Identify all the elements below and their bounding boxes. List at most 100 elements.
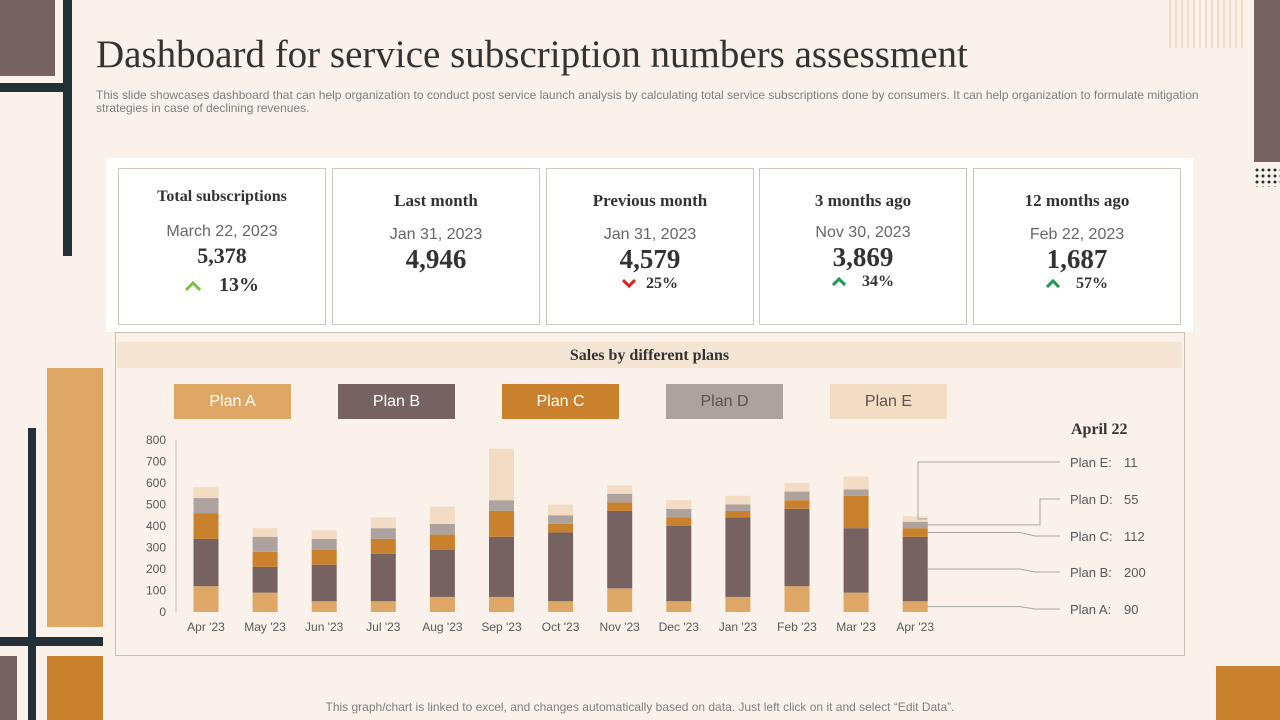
x-tick-label: Jan '23 [719,620,758,634]
kpi-value: 4,946 [405,244,467,274]
x-tick-label: Mar '23 [836,620,876,634]
x-tick-label: Apr '23 [896,620,934,634]
bar-plan-d-5 [489,500,514,511]
bar-plan-c-11 [843,495,869,529]
y-tick-label: 300 [146,541,166,555]
bar-plan-c-8 [666,517,692,526]
bar-plan-d-8 [666,508,692,518]
bar-plan-e-11 [843,476,869,490]
bar-plan-a-3 [370,601,396,612]
bar-plan-d-12 [902,521,928,529]
annotation-value: 90 [1124,602,1138,617]
bar-plan-e-5 [489,448,514,501]
bar-plan-d-7 [607,493,633,503]
kpi-title: 12 months ago [1024,191,1130,210]
deco-block-left-tan [47,368,103,627]
x-tick-label: Apr '23 [187,620,225,634]
annotation-leader-line [927,498,1060,526]
x-tick-label: Jul '23 [366,620,401,634]
deco-block-topleft [0,0,55,76]
x-tick-label: Nov '23 [600,620,641,634]
bar-plan-b-12 [902,536,928,602]
bar-plan-c-7 [607,502,633,511]
chart-panel [115,332,1185,656]
footnote: This graph/chart is linked to excel, and… [325,700,955,714]
x-tick-label: Oct '23 [542,620,580,634]
deco-block-bottomleft [0,656,17,720]
bar-plan-b-4 [429,549,455,597]
annotation-value: 112 [1124,529,1145,544]
annotation-title: April 22 [1071,421,1127,438]
kpi-change: 34% [862,273,894,290]
kpi-card-last-month: Last month Jan 31, 2023 4,946 [332,168,540,325]
bar-plan-c-9 [725,510,751,518]
bar-plan-a-4 [429,596,455,612]
legend-plan-a: Plan A [174,384,291,419]
kpi-card-12-months-ago: 12 months ago Feb 22, 2023 1,687 57% [973,168,1181,325]
bar-plan-a-0 [193,586,219,612]
kpi-title: Total subscriptions [157,188,287,205]
bar-plan-a-2 [311,601,337,612]
bar-plan-c-5 [489,510,514,537]
annotation-value: 200 [1124,565,1146,580]
bar-plan-c-2 [311,549,337,565]
kpi-value: 4,579 [619,244,681,274]
y-tick-label: 200 [146,562,166,576]
bar-plan-b-9 [725,517,751,597]
bar-plan-e-7 [607,485,633,494]
y-tick-label: 600 [146,476,166,490]
bar-plan-c-4 [429,534,455,550]
kpi-date: March 22, 2023 [166,223,278,240]
bar-plan-e-12 [902,516,928,522]
annotation-label: Plan D: [1070,492,1113,507]
bar-plan-a-11 [843,592,869,612]
kpi-value: 1,687 [1046,244,1108,274]
trend-up-icon [1045,278,1061,289]
bar-plan-b-5 [489,536,514,597]
bar-plan-d-0 [193,498,219,514]
deco-bar-horizontal-bottom [0,637,103,646]
x-tick-label: Feb '23 [777,620,817,634]
bar-plan-a-7 [607,588,633,612]
kpi-card-3-months-ago: 3 months ago Nov 30, 2023 3,869 34% [759,168,967,325]
x-tick-label: Jun '23 [305,620,344,634]
deco-dots-right [1254,167,1280,187]
bar-plan-c-12 [902,528,928,537]
bar-plan-b-3 [370,553,396,602]
bar-plan-b-1 [252,566,278,593]
legend-plan-b: Plan B [338,384,455,419]
bar-plan-e-4 [429,506,455,524]
bar-plan-e-2 [311,530,337,539]
bar-plan-a-1 [252,592,278,612]
bar-plan-d-10 [784,491,810,501]
bar-plan-e-10 [784,483,810,492]
bar-plan-b-11 [843,528,869,593]
annotation-value: 11 [1124,455,1138,470]
kpi-title: 3 months ago [814,191,912,210]
bar-plan-e-8 [666,500,692,509]
bar-plan-a-10 [784,586,810,612]
deco-block-bottom-orange [47,656,103,720]
legend-plan-d: Plan D [666,384,783,419]
kpi-card-total: Total subscriptions March 22, 2023 5,378… [118,168,326,325]
deco-bar-vertical-bottom [28,428,36,720]
bar-plan-c-6 [548,523,574,533]
bar-plan-c-1 [252,551,278,567]
bar-plan-a-5 [489,596,514,612]
bar-plan-b-8 [666,526,692,602]
annotation-label: Plan E: [1070,455,1112,470]
chart-header: Sales by different plans [117,342,1182,368]
kpi-date: Feb 22, 2023 [1029,226,1125,243]
bar-plan-c-10 [784,500,810,509]
bar-plan-a-12 [902,601,928,612]
kpi-date: Jan 31, 2023 [389,226,483,243]
deco-block-right [1254,0,1280,162]
x-tick-label: Sep '23 [481,620,522,634]
bar-plan-b-7 [607,510,633,589]
annotation-leader-line [927,568,1060,573]
kpi-panel: Total subscriptions March 22, 2023 5,378… [106,158,1193,332]
y-tick-label: 800 [146,433,166,447]
annotation-value: 55 [1124,492,1138,507]
trend-up-icon [831,276,847,287]
annotation-leader-line [927,606,1060,610]
